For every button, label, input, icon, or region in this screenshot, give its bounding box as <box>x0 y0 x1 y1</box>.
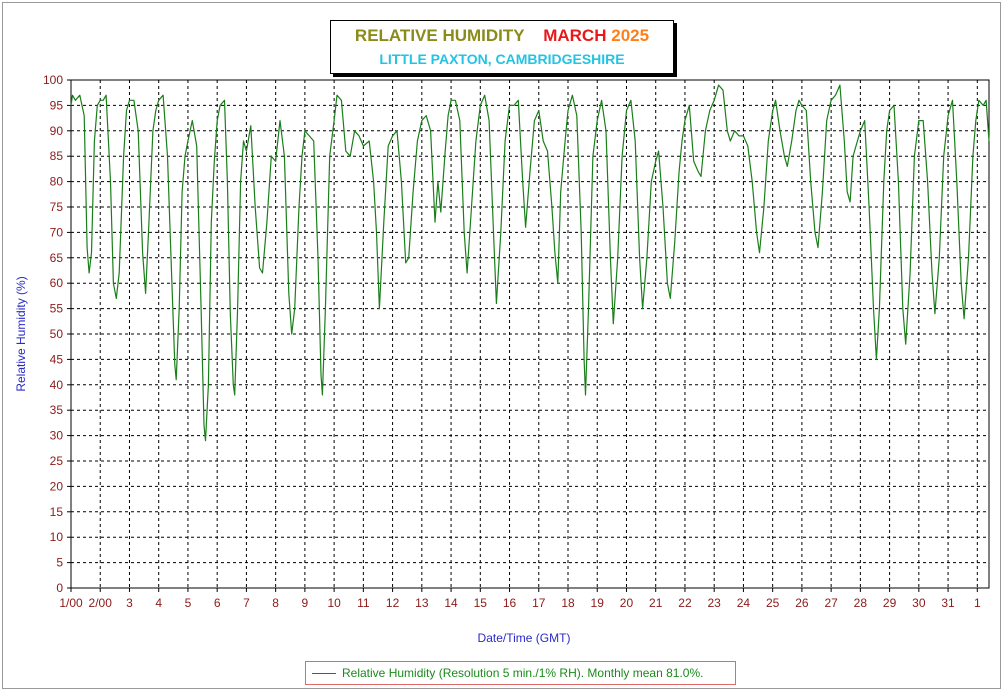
x-tick-label: 1/00 <box>59 596 83 610</box>
y-tick-label: 80 <box>50 175 64 189</box>
y-tick-label: 70 <box>50 225 64 239</box>
y-axis-label: Relative Humidity (%) <box>14 276 28 391</box>
x-tick-label: 19 <box>591 596 605 610</box>
x-tick-label: 26 <box>795 596 809 610</box>
x-tick-label: 17 <box>532 596 546 610</box>
x-tick-label: 12 <box>386 596 400 610</box>
y-tick-label: 55 <box>50 302 64 316</box>
legend-entry: Relative Humidity (Resolution 5 min./1% … <box>342 666 704 680</box>
x-tick-label: 7 <box>243 596 250 610</box>
y-tick-label: 45 <box>50 352 64 366</box>
x-tick-label: 8 <box>272 596 279 610</box>
y-tick-label: 50 <box>50 327 64 341</box>
y-tick-label: 15 <box>50 505 64 519</box>
y-tick-label: 30 <box>50 429 64 443</box>
y-tick-label: 35 <box>50 403 64 417</box>
legend: Relative Humidity (Resolution 5 min./1% … <box>305 661 736 685</box>
x-tick-label: 15 <box>474 596 488 610</box>
chart-subtitle: LITTLE PAXTON, CAMBRIDGESHIRE <box>379 51 625 67</box>
y-tick-label: 5 <box>56 556 63 570</box>
x-tick-label: 20 <box>620 596 634 610</box>
y-tick-label: 20 <box>50 479 64 493</box>
y-tick-label: 95 <box>50 98 64 112</box>
y-tick-label: 100 <box>43 73 63 87</box>
chart-title: RELATIVE HUMIDITY MARCH 2025 <box>331 26 673 46</box>
grid <box>71 80 989 588</box>
x-tick-label: 23 <box>708 596 722 610</box>
title-part-3: 2025 <box>611 26 650 45</box>
title-part-1: RELATIVE HUMIDITY <box>354 26 525 45</box>
y-tick-label: 65 <box>50 251 64 265</box>
x-tick-label: 6 <box>214 596 221 610</box>
x-tick-label: 11 <box>357 596 370 610</box>
series-layer <box>70 84 990 442</box>
x-axis-label: Date/Time (GMT) <box>478 631 571 645</box>
x-tick-label: 18 <box>561 596 575 610</box>
y-tick-label: 85 <box>50 149 64 163</box>
y-tick-label: 10 <box>50 530 64 544</box>
x-tick-label: 29 <box>883 596 897 610</box>
series-line-relative-humidity <box>70 84 990 442</box>
axes <box>67 79 990 592</box>
x-tick-label: 4 <box>155 596 162 610</box>
legend-swatch <box>312 672 336 674</box>
x-tick-label: 5 <box>185 596 192 610</box>
x-tick-label: 10 <box>327 596 341 610</box>
x-tick-label: 13 <box>415 596 429 610</box>
x-tick-label: 25 <box>766 596 780 610</box>
y-tick-labels: 0 5 10 15 20 25 30 35 40 45 50 55 60 65 70 75 80 85 90 95 10… <box>43 73 63 595</box>
y-tick-label: 90 <box>50 124 64 138</box>
x-tick-label: 16 <box>503 596 517 610</box>
x-tick-label: 21 <box>649 596 663 610</box>
y-tick-label: 60 <box>50 276 64 290</box>
x-tick-label: 30 <box>912 596 926 610</box>
y-tick-label: 25 <box>50 454 64 468</box>
y-tick-label: 0 <box>56 581 63 595</box>
x-tick-label: 27 <box>824 596 838 610</box>
title-part-2: MARCH <box>543 26 607 45</box>
chart-title-box: RELATIVE HUMIDITY MARCH 2025 LITTLE PAXT… <box>330 20 674 74</box>
plot-area-border <box>70 79 990 589</box>
x-tick-label: 1 <box>974 596 981 610</box>
x-tick-label: 22 <box>678 596 692 610</box>
x-tick-label: 31 <box>941 596 955 610</box>
x-tick-labels: 1/00 2/00 3 4 5 6 7 8 9 10 11 12 13 14 15 16 17 18 19 20 21 2… <box>59 596 981 610</box>
x-tick-label: 3 <box>126 596 133 610</box>
y-tick-label: 40 <box>50 378 64 392</box>
x-tick-label: 24 <box>737 596 751 610</box>
x-tick-label: 28 <box>854 596 868 610</box>
x-tick-label: 2/00 <box>89 596 113 610</box>
x-tick-label: 9 <box>302 596 309 610</box>
y-tick-label: 75 <box>50 200 64 214</box>
x-tick-label: 14 <box>444 596 458 610</box>
